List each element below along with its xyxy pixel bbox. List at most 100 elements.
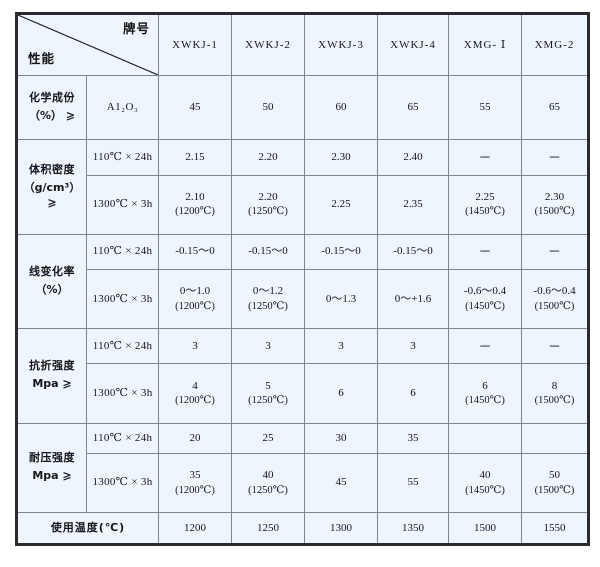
- data-cell: -0.6～0.4 (1450℃): [448, 268, 522, 330]
- test-condition-cell: 1300℃ × 3h: [86, 363, 159, 424]
- data-cell: 4 (1200℃): [158, 363, 232, 424]
- data-value: 3: [265, 339, 271, 352]
- data-value: 4: [192, 379, 198, 392]
- data-cell: 0～1.3: [304, 268, 378, 330]
- data-cell: 2.25 (1450℃): [448, 174, 522, 235]
- data-cell: 2.15: [158, 139, 232, 176]
- property-group-unit: Mpa ⩾: [32, 469, 72, 483]
- service-temperature-value: 1200: [158, 511, 232, 546]
- data-note: (1450℃): [465, 395, 505, 407]
- data-value: 2.20: [258, 150, 278, 163]
- test-condition-cell: A1₂O₃: [86, 74, 159, 141]
- data-value: 2.30: [544, 190, 565, 203]
- test-condition-cell: 1300℃ × 3h: [86, 174, 159, 235]
- table-body: 牌号 性能 XWKJ-1 XWKJ-2 XWKJ-3 XWKJ-4 XMG- Ⅰ XMG-2 化…: [16, 13, 589, 546]
- data-cell: －: [448, 233, 522, 271]
- data-cell: －: [521, 139, 589, 176]
- property-group-label: 耐压强度 Mpa ⩾: [16, 422, 87, 513]
- data-cell: 65: [377, 74, 449, 141]
- table-row: 体积密度 （g/cm³） ⩾ 110℃ × 24h 2.15 2.20 2.30 2.40 －…: [16, 139, 589, 235]
- service-temperature-value: 1300: [304, 511, 378, 546]
- data-value: 2.25: [475, 190, 495, 203]
- brand-column-header: XWKJ-2: [231, 13, 305, 76]
- data-cell: -0.6～0.4 (1500℃): [521, 268, 589, 330]
- data-cell: 65: [521, 74, 589, 141]
- data-cell: 2.30: [304, 139, 378, 176]
- data-value: 55: [407, 476, 419, 489]
- data-value: －: [478, 149, 492, 165]
- data-value: 30: [335, 431, 347, 444]
- data-note: (1450℃): [465, 300, 505, 312]
- property-group-name: 化学成份: [29, 91, 75, 105]
- data-note: (1200℃): [175, 395, 215, 407]
- data-value: 40: [479, 468, 491, 481]
- data-note: (1500℃): [534, 300, 575, 312]
- test-condition-cell: 110℃ × 24h: [86, 233, 159, 271]
- test-condition-cell: 1300℃ × 3h: [86, 452, 159, 513]
- data-cell: 6: [304, 363, 378, 424]
- property-group-unit: （%） ⩾: [28, 109, 76, 123]
- data-value: 2.35: [403, 198, 423, 211]
- brand-axis-label: 牌号: [122, 21, 150, 36]
- data-value: 35: [189, 468, 201, 481]
- service-temperature-value: 1500: [448, 511, 522, 546]
- data-cell: 3: [231, 328, 305, 365]
- data-value: 6: [338, 387, 344, 400]
- data-value: 2.15: [185, 150, 205, 163]
- data-value: 5: [265, 379, 271, 392]
- data-cell: 55: [377, 452, 449, 513]
- header-row: 牌号 性能 XWKJ-1 XWKJ-2 XWKJ-3 XWKJ-4 XMG- Ⅰ XMG-2: [16, 13, 589, 76]
- brand-column-header: XWKJ-1: [158, 13, 232, 76]
- data-value: 65: [549, 101, 560, 114]
- data-value: -0.15～0: [321, 245, 361, 258]
- property-group-name: 线变化率: [29, 265, 75, 279]
- data-cell: 3: [304, 328, 378, 365]
- data-value: -0.6～0.4: [463, 285, 507, 298]
- data-cell: -0.15～0: [304, 233, 378, 271]
- table-row: 1300℃ × 3h 2.10 (1200℃) 2.20 (1250℃) 2.25 2.35…: [17, 174, 589, 235]
- data-value: -0.15～0: [393, 245, 433, 258]
- data-cell: -0.15～0: [377, 233, 449, 271]
- data-note: (1500℃): [534, 206, 575, 218]
- data-value: 6: [410, 387, 416, 400]
- data-cell: －: [448, 139, 522, 176]
- data-note: (1500℃): [534, 484, 575, 496]
- data-cell: 3: [158, 328, 232, 365]
- data-cell: 2.20: [231, 139, 305, 176]
- data-value: 6: [482, 379, 488, 392]
- data-cell: 30: [304, 422, 378, 454]
- table-row: 抗折强度 Mpa ⩾ 110℃ × 24h 3 3 3 3 － －: [16, 328, 589, 424]
- data-cell: 35 (1200℃): [158, 452, 232, 513]
- brand-column-header: XMG-2: [521, 13, 589, 76]
- service-temperature-value: 1250: [231, 511, 305, 546]
- data-cell: －: [521, 328, 589, 365]
- data-value: 45: [335, 476, 347, 489]
- test-condition-cell: 1300℃ × 3h: [86, 268, 159, 330]
- table-row: 1300℃ × 3h 35 (1200℃) 40 (1250℃) 45 55 40 (1450℃…: [17, 452, 589, 513]
- data-value: 2.20: [258, 190, 278, 203]
- test-condition-cell: 110℃ × 24h: [86, 422, 159, 454]
- data-value: 60: [335, 101, 347, 114]
- table-row: 1300℃ × 3h 0～1.0 (1200℃) 0～1.2 (1250℃) 0～1.3 0…: [17, 268, 589, 330]
- data-cell: 2.20 (1250℃): [231, 174, 305, 235]
- data-cell: 2.40: [377, 139, 449, 176]
- property-group-unit: （g/cm³） ⩾: [23, 181, 81, 209]
- data-cell: 0～+1.6: [377, 268, 449, 330]
- data-note: (1200℃): [175, 484, 215, 496]
- data-note: (1450℃): [465, 484, 505, 496]
- data-value: 3: [192, 339, 198, 352]
- data-value: 65: [407, 101, 419, 114]
- data-value: －: [547, 149, 561, 165]
- data-cell: 40 (1250℃): [231, 452, 305, 513]
- diagonal-divider-icon: [18, 15, 158, 75]
- table-row: 耐压强度 Mpa ⩾ 110℃ × 24h 20 25 30 35: [16, 422, 589, 513]
- data-value: -0.15～0: [248, 245, 288, 258]
- data-value: 2.10: [185, 190, 205, 203]
- data-note: (1250℃): [248, 300, 288, 312]
- data-cell: －: [521, 233, 589, 271]
- brand-column-header: XWKJ-4: [377, 13, 449, 76]
- property-axis-label: 性能: [28, 51, 56, 67]
- data-cell: 2.25: [304, 174, 378, 235]
- data-value: 0～+1.6: [394, 292, 432, 305]
- property-group-name: 耐压强度: [29, 451, 75, 465]
